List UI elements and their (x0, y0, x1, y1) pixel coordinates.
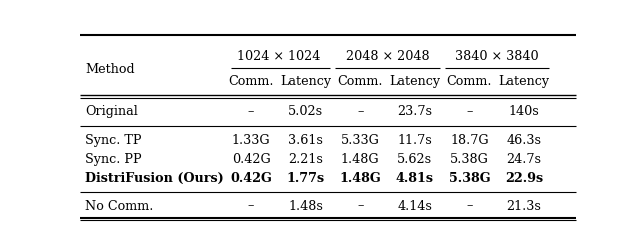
Text: Latency: Latency (389, 75, 440, 88)
Text: –: – (357, 200, 364, 213)
Text: –: – (357, 106, 364, 118)
Text: 18.7G: 18.7G (450, 134, 489, 147)
Text: Original: Original (85, 106, 138, 118)
Text: 1.77s: 1.77s (287, 172, 324, 185)
Text: 140s: 140s (509, 106, 540, 118)
Text: 21.3s: 21.3s (506, 200, 541, 213)
Text: Latency: Latency (280, 75, 332, 88)
Text: –: – (248, 106, 254, 118)
Text: –: – (466, 200, 472, 213)
Text: 3.61s: 3.61s (288, 134, 323, 147)
Text: Comm.: Comm. (447, 75, 492, 88)
Text: Method: Method (85, 63, 134, 76)
Text: 5.38G: 5.38G (450, 153, 489, 166)
Text: 2.21s: 2.21s (288, 153, 323, 166)
Text: DistriFusion (Ours): DistriFusion (Ours) (85, 172, 224, 185)
Text: 1024 × 1024: 1024 × 1024 (237, 50, 320, 63)
Text: 5.33G: 5.33G (341, 134, 380, 147)
Text: 5.02s: 5.02s (288, 106, 323, 118)
Text: 5.62s: 5.62s (397, 153, 433, 166)
Text: 3840 × 3840: 3840 × 3840 (455, 50, 538, 63)
Text: 0.42G: 0.42G (232, 153, 271, 166)
Text: No Comm.: No Comm. (85, 200, 154, 213)
Text: –: – (248, 200, 254, 213)
Text: 0.42G: 0.42G (230, 172, 272, 185)
Text: Comm.: Comm. (337, 75, 383, 88)
Text: Sync. PP: Sync. PP (85, 153, 141, 166)
Text: 2048 × 2048: 2048 × 2048 (346, 50, 429, 63)
Text: 4.14s: 4.14s (397, 200, 432, 213)
Text: 23.7s: 23.7s (397, 106, 432, 118)
Text: 4.81s: 4.81s (396, 172, 434, 185)
Text: 1.48G: 1.48G (339, 172, 381, 185)
Text: 5.38G: 5.38G (449, 172, 490, 185)
Text: Comm.: Comm. (228, 75, 274, 88)
Text: 46.3s: 46.3s (506, 134, 541, 147)
Text: Latency: Latency (499, 75, 550, 88)
Text: 22.9s: 22.9s (505, 172, 543, 185)
Text: 1.33G: 1.33G (232, 134, 271, 147)
Text: 1.48G: 1.48G (341, 153, 380, 166)
Text: 1.48s: 1.48s (288, 200, 323, 213)
Text: Sync. TP: Sync. TP (85, 134, 141, 147)
Text: 24.7s: 24.7s (506, 153, 541, 166)
Text: –: – (466, 106, 472, 118)
Text: 11.7s: 11.7s (397, 134, 432, 147)
